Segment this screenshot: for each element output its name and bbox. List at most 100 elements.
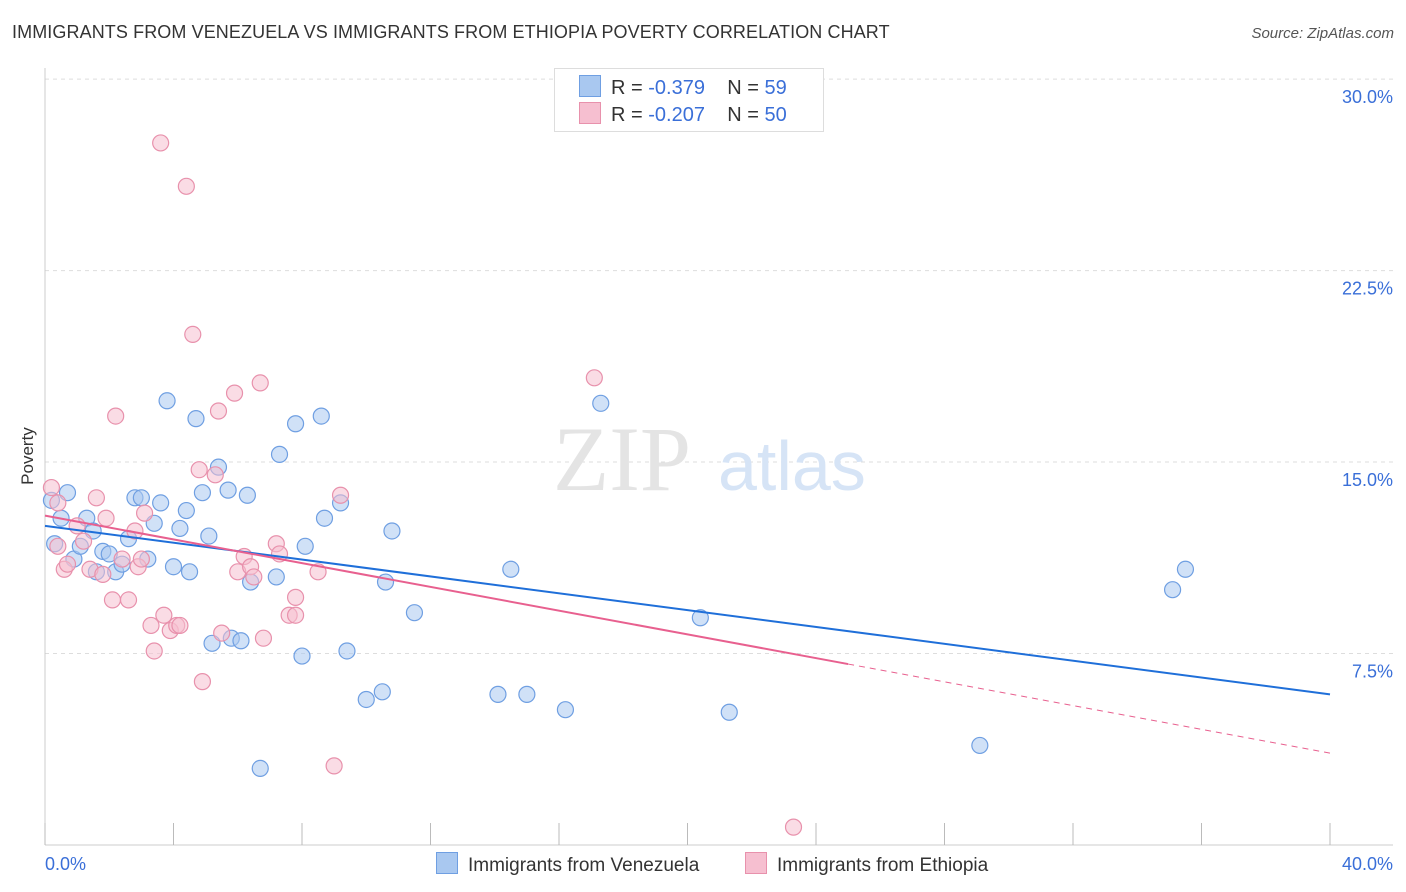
venezuela-point bbox=[251, 759, 269, 778]
series-name: Immigrants from Ethiopia bbox=[777, 855, 989, 876]
legend: R = -0.379 N = 59 R = -0.207 N = 50 bbox=[554, 68, 824, 132]
venezuela-point bbox=[502, 560, 520, 578]
ethiopia-point bbox=[142, 616, 160, 635]
ethiopia-point bbox=[87, 489, 106, 507]
venezuela-point bbox=[200, 527, 218, 545]
y-tick-label: 15.0% bbox=[1342, 470, 1393, 490]
venezuela-point bbox=[376, 573, 395, 591]
ethiopia-point bbox=[177, 177, 195, 195]
venezuela-point bbox=[158, 392, 176, 410]
venezuela-point bbox=[1163, 581, 1182, 599]
y-tick-label: 30.0% bbox=[1342, 87, 1393, 107]
chart-title: IMMIGRANTS FROM VENEZUELA VS IMMIGRANTS … bbox=[12, 22, 890, 42]
venezuela-point bbox=[1176, 560, 1195, 578]
venezuela-point bbox=[971, 736, 989, 755]
ethiopia-point bbox=[152, 134, 170, 152]
venezuela-point bbox=[296, 537, 314, 555]
venezuela-point bbox=[357, 690, 375, 709]
venezuela-point bbox=[267, 568, 285, 586]
ethiopia-point bbox=[209, 402, 228, 420]
source-label: Source: ZipAtlas.com bbox=[1251, 25, 1394, 42]
ethiopia-point bbox=[184, 325, 202, 343]
ethiopia-point bbox=[74, 532, 93, 550]
watermark-zip: ZIP bbox=[553, 408, 691, 510]
ethiopia-point bbox=[42, 478, 61, 497]
legend-swatch-blue bbox=[579, 75, 601, 97]
ethiopia-point bbox=[49, 537, 67, 555]
series-legend-ethiopia: Immigrants from Ethiopia bbox=[745, 852, 988, 877]
ethiopia-point bbox=[325, 757, 343, 775]
venezuela-point bbox=[238, 486, 256, 504]
ethiopia-trend-extension bbox=[848, 663, 1331, 754]
ethiopia-point bbox=[286, 588, 305, 606]
venezuela-point bbox=[219, 481, 237, 499]
n-value: 59 bbox=[764, 77, 787, 99]
venezuela-point bbox=[152, 494, 170, 512]
ethiopia-point bbox=[254, 629, 273, 647]
ethiopia-point bbox=[113, 550, 131, 568]
ethiopia-point bbox=[245, 568, 263, 586]
ethiopia-point bbox=[132, 550, 150, 568]
ethiopia-point bbox=[784, 818, 803, 836]
ethiopia-point bbox=[206, 466, 224, 484]
ethiopia-point bbox=[190, 461, 208, 479]
x-tick-label: 40.0% bbox=[1342, 854, 1393, 874]
venezuela-point bbox=[177, 501, 195, 520]
venezuela-point bbox=[720, 703, 738, 721]
ethiopia-point bbox=[94, 565, 112, 583]
ethiopia-point bbox=[97, 509, 115, 527]
venezuela-point bbox=[293, 647, 311, 665]
ethiopia-point bbox=[107, 407, 125, 425]
legend-swatch-blue bbox=[436, 852, 458, 874]
venezuela-point bbox=[132, 489, 150, 507]
r-label: R = bbox=[611, 77, 649, 99]
r-label: R = bbox=[611, 104, 649, 126]
ethiopia-point bbox=[135, 504, 154, 522]
ethiopia-point bbox=[119, 591, 138, 609]
venezuela-point bbox=[373, 683, 391, 701]
venezuela-point bbox=[556, 701, 575, 719]
venezuela-point bbox=[193, 484, 212, 502]
venezuela-point bbox=[315, 509, 334, 527]
venezuela-point bbox=[180, 563, 199, 581]
x-tick-label: 0.0% bbox=[45, 854, 86, 874]
venezuela-point bbox=[171, 519, 189, 538]
venezuela-point bbox=[312, 407, 330, 425]
legend-row-ethiopia: R = -0.207 N = 50 bbox=[579, 102, 787, 127]
ethiopia-point bbox=[103, 591, 122, 609]
venezuela-point bbox=[405, 604, 424, 622]
series-legend-venezuela: Immigrants from Venezuela bbox=[436, 852, 699, 877]
y-tick-label: 7.5% bbox=[1352, 662, 1393, 682]
venezuela-point bbox=[270, 445, 289, 463]
venezuela-point bbox=[383, 522, 401, 540]
ethiopia-point bbox=[331, 486, 350, 504]
series-name: Immigrants from Venezuela bbox=[468, 855, 700, 876]
ethiopia-trend-line bbox=[44, 514, 849, 666]
n-label: N = bbox=[727, 104, 765, 126]
n-label: N = bbox=[727, 77, 765, 99]
venezuela-trend-line bbox=[44, 524, 1331, 696]
ethiopia-point bbox=[58, 555, 77, 573]
y-tick-label: 22.5% bbox=[1342, 279, 1393, 299]
venezuela-point bbox=[187, 410, 205, 428]
ethiopia-point bbox=[193, 673, 212, 691]
n-value: 50 bbox=[764, 104, 787, 126]
venezuela-point bbox=[164, 558, 183, 576]
venezuela-point bbox=[286, 415, 305, 433]
venezuela-point bbox=[338, 642, 356, 660]
ethiopia-point bbox=[155, 606, 173, 624]
venezuela-point bbox=[232, 632, 250, 650]
ethiopia-point bbox=[145, 642, 163, 660]
ethiopia-point bbox=[585, 369, 603, 387]
ethiopia-point bbox=[225, 384, 244, 402]
watermark-atlas: atlas bbox=[718, 427, 866, 505]
ethiopia-point bbox=[171, 616, 189, 635]
venezuela-point bbox=[592, 394, 610, 412]
y-axis-label: Poverty bbox=[18, 427, 37, 485]
legend-swatch-pink bbox=[745, 852, 767, 874]
ethiopia-point bbox=[286, 606, 305, 624]
venezuela-point bbox=[489, 685, 507, 703]
venezuela-point bbox=[518, 685, 536, 703]
